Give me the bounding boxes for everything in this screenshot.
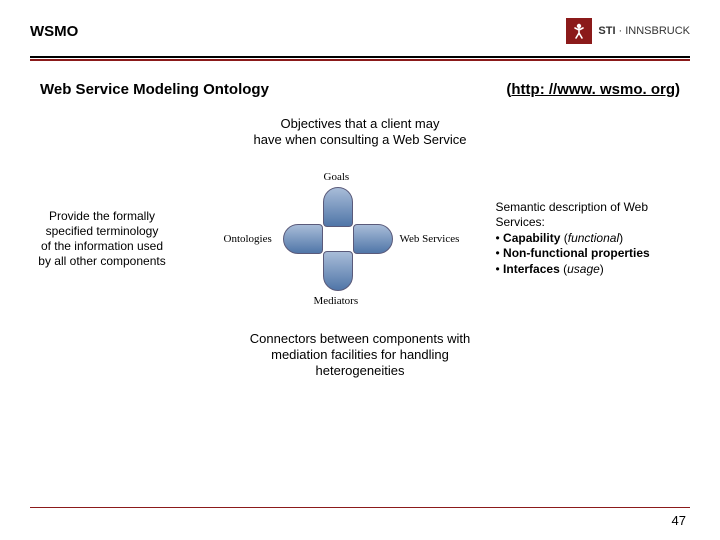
goals-description: Objectives that a client may have when c… <box>0 116 720 149</box>
ontologies-description: Provide the formally specified terminolo… <box>25 209 180 269</box>
logo-icon <box>566 18 592 44</box>
footer-divider <box>30 507 690 508</box>
logo-text: STI·INNSBRUCK <box>598 25 690 37</box>
petal-bottom <box>323 251 353 291</box>
logo-city: INNSBRUCK <box>625 25 690 37</box>
wsmo-link[interactable]: http: //www. wsmo. org <box>511 81 675 98</box>
diagram-label-ontologies: Ontologies <box>224 233 272 245</box>
petal-right <box>353 224 393 254</box>
slide-header: WSMO STI·INNSBRUCK <box>0 0 720 52</box>
logo: STI·INNSBRUCK <box>566 18 690 44</box>
header-title: WSMO <box>30 23 78 40</box>
logo-sti: STI <box>598 25 615 37</box>
diagram-row: Provide the formally specified terminolo… <box>0 159 720 319</box>
subheader: Web Service Modeling Ontology (http: //w… <box>0 61 720 98</box>
webservices-description: Semantic description of Web Services: • … <box>496 200 696 278</box>
petal-left <box>283 224 323 254</box>
divider-black <box>30 56 690 58</box>
petal-top <box>323 187 353 227</box>
mediators-description: Connectors between components with media… <box>0 331 720 380</box>
slide-subtitle: Web Service Modeling Ontology <box>40 81 269 98</box>
diagram-label-webservices: Web Services <box>400 233 460 245</box>
diagram-label-mediators: Mediators <box>314 295 359 307</box>
page-number: 47 <box>672 513 686 528</box>
diagram-label-goals: Goals <box>324 171 350 183</box>
wsmo-diagram: Goals Mediators Ontologies Web Services <box>188 159 488 319</box>
url-text: (http: //www. wsmo. org) <box>506 81 680 98</box>
